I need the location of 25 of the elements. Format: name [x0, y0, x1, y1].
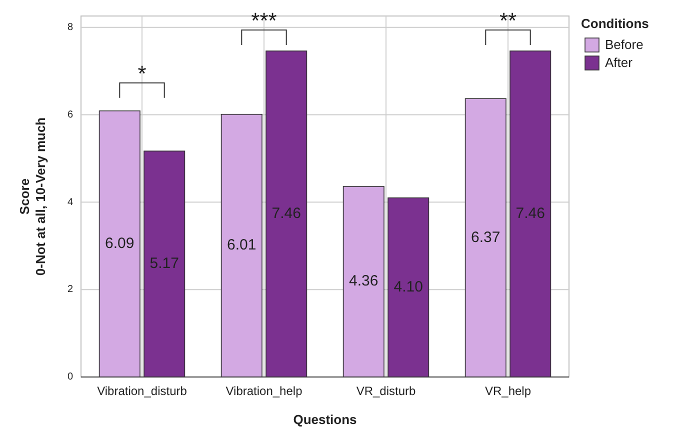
annotation: ***	[251, 8, 278, 33]
data-label: 7.46	[516, 204, 545, 222]
data-label: 4.36	[349, 272, 378, 290]
x-tick-label: Vibration_help	[226, 384, 303, 398]
data-label: 5.17	[150, 254, 179, 272]
y-tick-label: 4	[67, 196, 74, 208]
x-tick-label: VR_disturb	[356, 384, 416, 398]
x-tick-label: Vibration_disturb	[97, 384, 188, 398]
y-axis-title: Score 0-Not at all, 10-Very much	[17, 117, 48, 276]
data-label: 7.46	[272, 204, 301, 222]
legend-label: After	[605, 55, 634, 70]
legend-title: Conditions	[581, 16, 649, 31]
y-tick-label: 2	[67, 284, 74, 296]
annotation: **	[499, 8, 517, 33]
y-tick-label: 6	[67, 109, 74, 120]
legend-label: Before	[605, 37, 644, 52]
data-label: 4.10	[394, 278, 423, 296]
x-tick-label: VR_help	[484, 384, 532, 398]
y-tick-label: 8	[67, 22, 74, 34]
data-label: 6.09	[105, 234, 134, 252]
data-label: 6.37	[471, 228, 500, 246]
x-axis-title: Questions	[293, 412, 357, 427]
data-label: 6.01	[227, 236, 256, 254]
annotation: *	[138, 60, 147, 86]
y-tick-label: 0	[67, 372, 74, 383]
